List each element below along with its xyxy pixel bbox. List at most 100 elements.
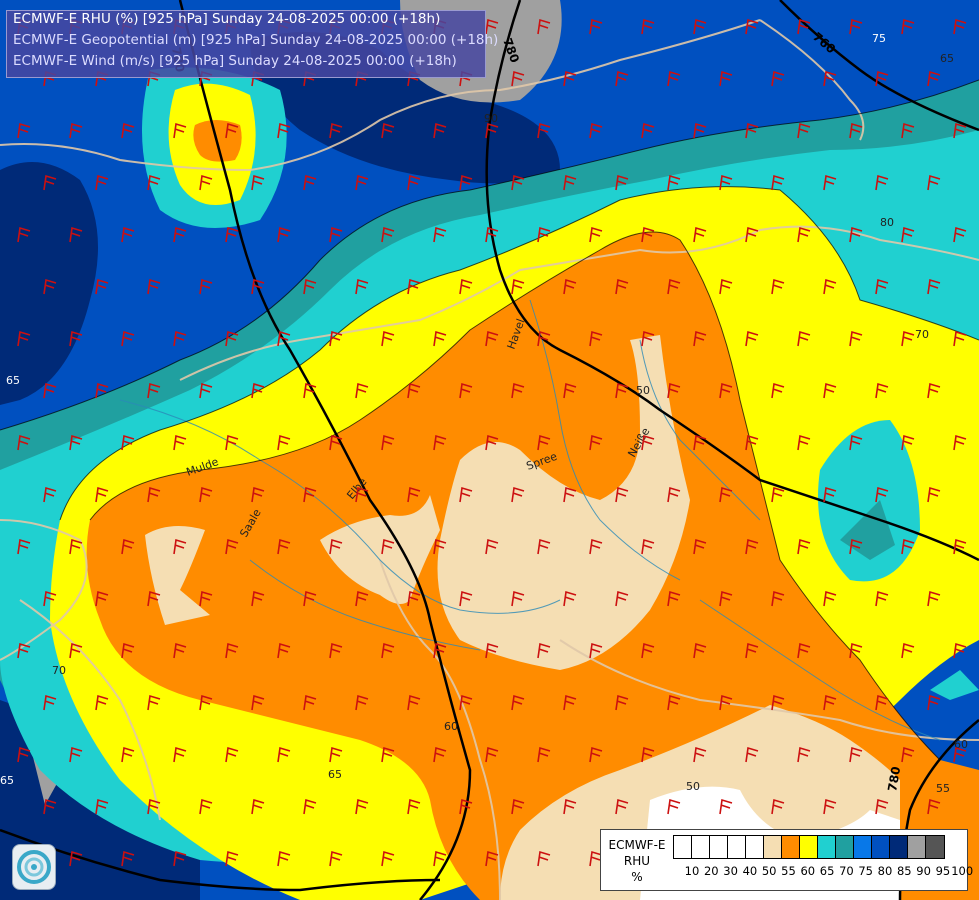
wind-barb — [511, 590, 525, 607]
wind-barb — [381, 642, 395, 659]
wind-barb — [225, 642, 239, 659]
rhu-label: 55 — [936, 782, 950, 795]
wind-barb — [511, 174, 525, 191]
wind-barb — [485, 18, 499, 35]
wind-barb — [927, 486, 941, 503]
legend-swatches — [673, 835, 945, 859]
wind-barb — [641, 18, 655, 35]
legend-model-name: ECMWF-E — [608, 838, 666, 852]
wind-barb — [745, 434, 759, 451]
wind-barb — [355, 694, 369, 711]
wind-barb — [225, 746, 239, 763]
wind-barb — [693, 434, 707, 451]
wind-barb — [381, 122, 395, 139]
title-rhu: ECMWF-E RHU (%) [925 hPa] Sunday 24-08-2… — [13, 11, 441, 27]
wind-barb — [121, 330, 135, 347]
wind-barb — [17, 538, 31, 555]
title-geopotential: ECMWF-E Geopotential (m) [925 hPa] Sunda… — [13, 32, 499, 48]
wind-barb — [225, 434, 239, 451]
wind-barb — [927, 590, 941, 607]
wind-barb — [199, 382, 213, 399]
wind-barb — [511, 486, 525, 503]
wind-barb — [147, 798, 161, 815]
wind-barb — [771, 590, 785, 607]
wind-barb — [69, 642, 83, 659]
legend-tick-label: 55 — [781, 864, 796, 878]
wind-barb — [849, 642, 863, 659]
legend-tick-label: 30 — [723, 864, 738, 878]
wind-barb — [251, 486, 265, 503]
wind-barb — [537, 122, 551, 139]
wind-barb — [407, 694, 421, 711]
wind-barb — [745, 538, 759, 555]
wind-barb — [589, 330, 603, 347]
wind-barb — [615, 486, 629, 503]
wind-barb — [95, 382, 109, 399]
wind-barb — [433, 850, 447, 867]
wind-barb — [407, 590, 421, 607]
legend-swatch — [872, 836, 890, 858]
wind-barb — [433, 122, 447, 139]
wind-barb — [953, 642, 967, 659]
wind-barb — [797, 434, 811, 451]
wind-barb — [225, 330, 239, 347]
wind-barb — [381, 434, 395, 451]
wind-barb — [407, 486, 421, 503]
wind-barb — [43, 382, 57, 399]
wind-barb — [147, 590, 161, 607]
legend-tick-label: 70 — [839, 864, 854, 878]
wind-barb — [745, 226, 759, 243]
legend-tick-label: 85 — [896, 864, 912, 878]
wind-barb — [121, 642, 135, 659]
wind-barb — [537, 642, 551, 659]
wind-barb — [693, 122, 707, 139]
wind-barb — [147, 174, 161, 191]
wind-barb — [615, 278, 629, 295]
wind-barb — [329, 538, 343, 555]
wind-barb — [485, 746, 499, 763]
wind-barb — [69, 850, 83, 867]
legend-swatch — [908, 836, 926, 858]
wind-barb — [641, 434, 655, 451]
wind-barb — [433, 434, 447, 451]
wind-barb — [251, 278, 265, 295]
wind-barb — [277, 642, 291, 659]
rhu-label: 90 — [484, 112, 498, 125]
wind-barb — [173, 538, 187, 555]
wind-barb — [563, 694, 577, 711]
wind-barb — [875, 798, 889, 815]
wind-barb — [589, 122, 603, 139]
wind-barb — [537, 226, 551, 243]
wind-barb — [277, 330, 291, 347]
wind-barb — [511, 694, 525, 711]
geopotential-label: 780 — [885, 765, 903, 792]
legend-tick-label: 10 — [684, 864, 700, 878]
title-wind: ECMWF-E Wind (m/s) [925 hPa] Sunday 24-0… — [13, 53, 457, 69]
wind-barb — [121, 538, 135, 555]
wind-barb — [693, 330, 707, 347]
wind-barb — [745, 642, 759, 659]
rhu-label: 65 — [328, 768, 342, 781]
legend-swatch — [764, 836, 782, 858]
wind-barb — [745, 122, 759, 139]
wind-barb — [485, 538, 499, 555]
wind-barb — [563, 590, 577, 607]
wind-barb — [953, 746, 967, 763]
wind-barb — [797, 538, 811, 555]
wind-barb — [563, 798, 577, 815]
wind-barb — [43, 486, 57, 503]
wind-barb — [537, 434, 551, 451]
wind-barb — [589, 538, 603, 555]
wind-barb — [329, 850, 343, 867]
wind-barb — [667, 590, 681, 607]
wind-barb — [875, 486, 889, 503]
legend-swatch — [746, 836, 764, 858]
legend-tick-label: 20 — [703, 864, 719, 878]
wind-barb — [69, 434, 83, 451]
legend-swatch — [800, 836, 818, 858]
wind-barb — [69, 226, 83, 243]
wind-barb — [563, 382, 577, 399]
wind-barb — [901, 746, 915, 763]
wind-barb — [329, 226, 343, 243]
